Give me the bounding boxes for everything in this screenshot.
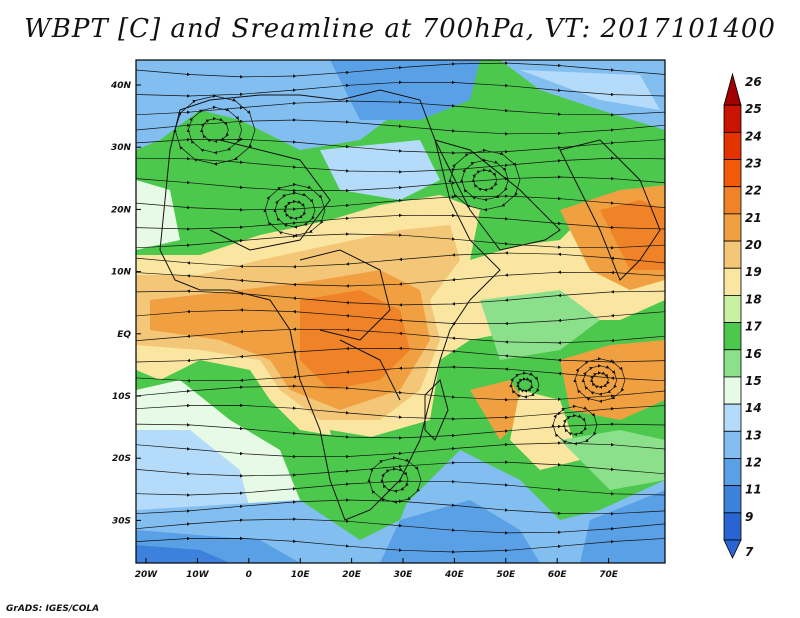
streamline: [136, 536, 665, 554]
colorbar-swatch: [723, 430, 742, 459]
lon-label: 20W: [135, 570, 159, 580]
colorbar-swatch: [723, 104, 742, 133]
colorbar-label: 18: [745, 292, 762, 306]
lat-label: 10N: [111, 268, 132, 278]
colorbar-label: 23: [745, 157, 762, 171]
lon-label: 10E: [291, 570, 311, 580]
streamline: [136, 213, 665, 231]
lat-label: EQ: [117, 330, 131, 340]
colorbar-label: 19: [745, 265, 762, 279]
grads-credit: GrADS: IGES/COLA: [6, 604, 100, 614]
colorbar-label: 7: [745, 545, 754, 559]
longitude-labels: 20W 10W 0 10E 20E 30E 40E 50E 60E 70E: [135, 558, 619, 580]
streamlines: [136, 61, 665, 554]
colorbar-label: 17: [745, 320, 762, 334]
streamline: [367, 456, 422, 504]
map-title: WBPT [C] and Sreamline at 700hPa, VT: 20…: [24, 14, 776, 44]
colorbar: 26 25 24 23 22 21 20 19 18 17 16 15 14 13 12 11 9 7: [723, 72, 762, 559]
colorbar-label: 21: [745, 211, 762, 225]
colorbar-label: 22: [745, 184, 762, 198]
streamline: [448, 148, 521, 212]
colorbar-label: 14: [745, 401, 762, 415]
colorbar-swatch: [723, 458, 742, 487]
lon-label: 50E: [496, 570, 516, 580]
lon-label: 70E: [599, 570, 619, 580]
colorbar-swatch: [723, 512, 742, 541]
colorbar-label: 15: [745, 374, 762, 388]
lon-label: 60E: [548, 570, 568, 580]
colorbar-label: 12: [745, 455, 762, 469]
latitude-labels: 40N 30N 20N 10N EQ 10S 20S 30S: [110, 81, 141, 526]
lat-label: 40N: [110, 81, 132, 91]
streamline: [509, 371, 540, 399]
streamline: [136, 517, 665, 535]
lat-label: 10S: [112, 392, 131, 402]
map-frame: [135, 59, 666, 564]
lon-label: 40E: [444, 570, 465, 580]
lat-label: 20S: [112, 454, 131, 464]
lon-label: 30E: [394, 570, 414, 580]
colorbar-top-arrow: [723, 72, 742, 106]
colorbar-swatch: [723, 349, 742, 378]
streamline: [263, 182, 326, 238]
lon-label: 0: [246, 570, 252, 580]
colorbar-label: 16: [745, 347, 762, 361]
colorbar-label: 11: [745, 483, 762, 497]
colorbar-swatch: [723, 131, 742, 160]
lat-label: 30N: [111, 143, 132, 153]
colorbar-swatch: [723, 376, 742, 405]
lon-label: 20E: [342, 570, 362, 580]
streamline: [136, 194, 665, 212]
lat-label: 20N: [111, 205, 132, 215]
colorbar-label: 13: [745, 428, 762, 442]
streamline: [136, 327, 665, 345]
streamline: [136, 270, 665, 288]
streamline: [551, 404, 598, 446]
colorbar-bottom-arrow: [723, 539, 742, 559]
lat-label: 30S: [112, 516, 131, 526]
streamline: [136, 61, 665, 79]
colorbar-swatch: [723, 403, 742, 432]
wbpt-field: [136, 60, 665, 563]
colorbar-swatch: [723, 322, 742, 351]
colorbar-label: 9: [745, 510, 753, 524]
colorbar-swatch: [723, 186, 742, 215]
colorbar-label: 26: [745, 75, 762, 89]
streamline: [136, 251, 665, 269]
streamline: [573, 357, 626, 404]
streamline: [136, 232, 665, 250]
streamline: [136, 289, 665, 307]
colorbar-swatch: [723, 159, 742, 188]
coastlines: [159, 89, 661, 521]
colorbar-label: 20: [745, 238, 762, 252]
streamline: [136, 308, 665, 326]
colorbar-swatch: [723, 267, 742, 296]
colorbar-swatch: [723, 213, 742, 242]
colorbar-swatch: [723, 240, 742, 269]
colorbar-label: 24: [745, 129, 762, 143]
colorbar-label: 25: [745, 102, 762, 116]
colorbar-swatch: [723, 295, 742, 323]
streamline: [136, 175, 665, 193]
colorbar-swatch: [723, 485, 742, 514]
lon-label: 10W: [186, 570, 210, 580]
